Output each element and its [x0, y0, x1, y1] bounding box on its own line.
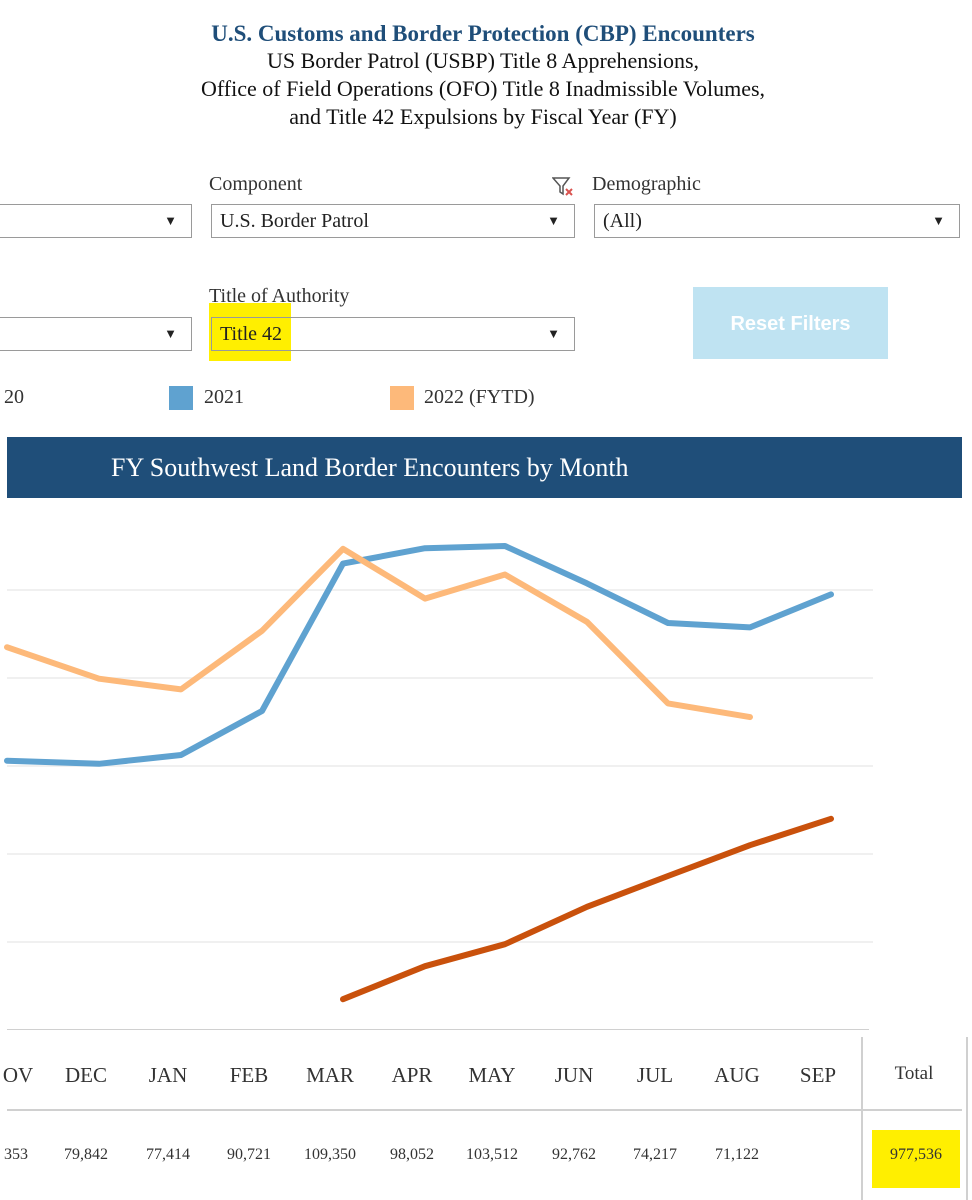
authority-value: Title 42 — [220, 323, 283, 345]
clear-filter-icon[interactable] — [552, 176, 574, 198]
table-divider — [7, 1109, 962, 1111]
month-value: 92,762 — [552, 1146, 596, 1163]
fiscal-year-dropdown[interactable]: ▼ — [0, 204, 192, 238]
series-line-2020 — [340, 815, 834, 1003]
month-value: 79,842 — [64, 1146, 108, 1163]
month-value: 71,122 — [715, 1146, 759, 1163]
month-header: MAR — [306, 1063, 354, 1087]
month-header: FEB — [229, 1063, 269, 1087]
area-of-responsibility-dropdown[interactable]: ▼ — [0, 317, 192, 351]
highlight-marker — [209, 303, 291, 361]
demographic-label: Demographic — [592, 173, 701, 195]
subtitle-line-3: and Title 42 Expulsions by Fiscal Year (… — [289, 104, 677, 129]
subtitle-line-2: Office of Field Operations (OFO) Title 8… — [200, 76, 766, 101]
month-value: 98,052 — [390, 1146, 434, 1163]
total-value: 977,536 — [872, 1130, 960, 1188]
component-dropdown[interactable]: U.S. Border Patrol ▼ — [211, 204, 575, 238]
month-value: 103,512 — [466, 1146, 518, 1163]
demographic-dropdown[interactable]: (All) ▼ — [594, 204, 960, 238]
month-header: AUG — [714, 1063, 760, 1087]
legend-2021-label: 2021 — [204, 386, 244, 408]
dashboard-title: U.S. Customs and Border Protection (CBP)… — [211, 21, 755, 46]
authority-label: Title of Authority — [209, 285, 350, 307]
line-chart[interactable] — [0, 500, 972, 1030]
chevron-down-icon: ▼ — [547, 326, 560, 341]
month-value: 353 — [4, 1146, 28, 1163]
chart-header-banner: FY Southwest Land Border Encounters by M… — [7, 437, 962, 498]
chevron-down-icon: ▼ — [547, 213, 560, 228]
month-header: APR — [391, 1063, 433, 1087]
month-value: 109,350 — [304, 1146, 356, 1163]
subtitle-line-1: US Border Patrol (USBP) Title 8 Apprehen… — [266, 48, 700, 73]
authority-dropdown[interactable]: Title 42 ▼ — [211, 317, 575, 351]
month-header: JUN — [554, 1063, 594, 1087]
chevron-down-icon: ▼ — [932, 213, 945, 228]
total-header: Total — [894, 1063, 934, 1084]
month-header: SEP — [799, 1063, 837, 1087]
chart-baseline — [7, 1029, 869, 1030]
chevron-down-icon: ▼ — [164, 326, 177, 341]
series-line-2021 — [4, 543, 834, 767]
month-header: MAY — [468, 1063, 516, 1087]
component-label: Component — [209, 173, 303, 195]
month-header: DEC — [65, 1063, 107, 1087]
month-value: 90,721 — [227, 1146, 271, 1163]
chart-title: FY Southwest Land Border Encounters by M… — [111, 453, 629, 482]
legend-2022-swatch[interactable] — [390, 386, 414, 410]
month-header: JUL — [636, 1063, 674, 1087]
chevron-down-icon: ▼ — [164, 213, 177, 228]
month-value: 77,414 — [146, 1146, 190, 1163]
legend-2021-swatch[interactable] — [169, 386, 193, 410]
total-column-divider — [861, 1037, 863, 1200]
legend-2022-label: 2022 (FYTD) — [424, 386, 535, 408]
legend-2020-label: 20 — [4, 386, 24, 408]
demographic-value: (All) — [603, 210, 642, 232]
month-header: OV — [2, 1063, 34, 1087]
month-header: JAN — [148, 1063, 188, 1087]
right-border — [966, 1037, 968, 1200]
month-value: 74,217 — [633, 1146, 677, 1163]
component-value: U.S. Border Patrol — [220, 210, 369, 232]
reset-filters-button[interactable]: Reset Filters — [693, 287, 888, 359]
series-line-2022 — [4, 545, 753, 721]
